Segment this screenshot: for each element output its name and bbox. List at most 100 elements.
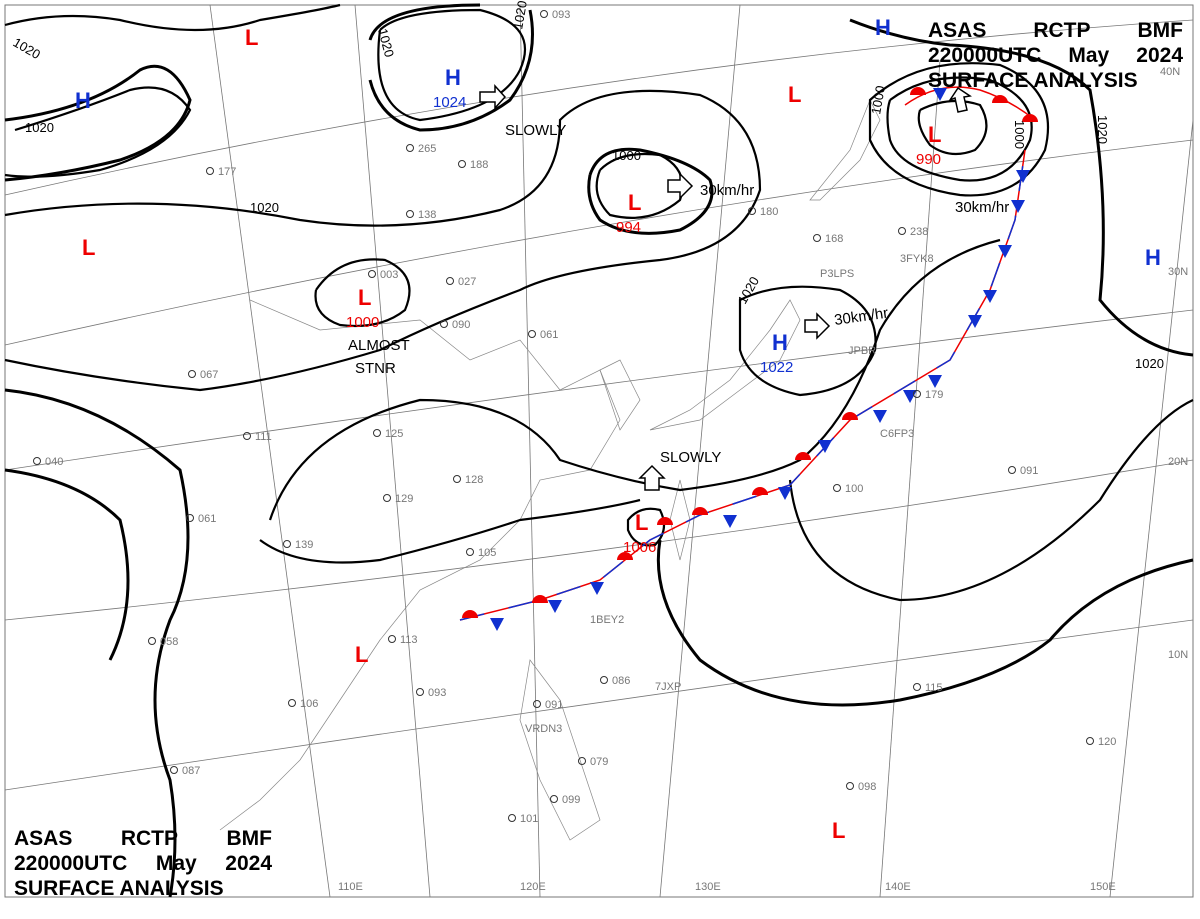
longitude-label: 150E	[1090, 881, 1116, 893]
title-month: May	[155, 852, 197, 875]
center-pressure: 1022	[760, 359, 793, 376]
station-circle-icon	[458, 160, 466, 168]
isobar-label: 1020	[1095, 115, 1110, 144]
isobar-label: 1020	[510, 0, 530, 31]
map-title-top-right: ASAS RCTP BMF 220000UTC May 2024 SURFACE ANA…	[928, 18, 1183, 93]
station-pressure: 138	[418, 209, 436, 221]
center-pressure: 994	[616, 219, 641, 236]
warm-front-semicircle	[692, 507, 708, 515]
cold-front-triangle	[983, 290, 997, 303]
low-center: L	[928, 122, 941, 147]
station-plots: 003 027 090 061 067 040 061 058 111 125 128 129 139 1…	[33, 9, 1116, 825]
isobar-label: 1020	[1135, 356, 1164, 371]
station-pressure: 079	[590, 756, 608, 768]
station-circle-icon	[383, 494, 391, 502]
station-circle-icon	[578, 757, 586, 765]
isobar-label: 1000	[612, 148, 641, 163]
title-station: RCTP	[120, 827, 179, 850]
longitude-label: 140E	[885, 881, 911, 893]
station-circle-icon	[813, 234, 821, 242]
warm-front-semicircle	[910, 87, 926, 95]
station-pressure: 086	[612, 675, 630, 687]
movement-label: 30km/hr	[955, 199, 1009, 216]
title-product: SURFACE ANALYSIS	[928, 69, 1138, 92]
map-title-bottom-left: ASAS RCTP BMF 220000UTC May 2024 SURFACE ANA…	[14, 826, 272, 901]
coastlines	[219, 99, 881, 841]
station-circle-icon	[833, 484, 841, 492]
low-center: L	[358, 285, 371, 310]
station-circle-icon	[446, 277, 454, 285]
movement-label: STNR	[355, 360, 396, 377]
station-pressure: 238	[910, 226, 928, 238]
arrow-icon	[479, 84, 507, 110]
warm-front-semicircle	[795, 452, 811, 460]
station-pressure: 061	[540, 329, 558, 341]
title-agency: ASAS	[928, 19, 987, 42]
station-pressure: 087	[182, 765, 200, 777]
station-pressure: 091	[545, 699, 563, 711]
warm-front-semicircle	[462, 610, 478, 618]
ship-callsign: 7JXP	[655, 681, 681, 693]
station-pressure: 093	[428, 687, 446, 699]
title-station: RCTP	[1033, 19, 1091, 42]
low-center: L	[788, 82, 801, 107]
station-circle-icon	[33, 457, 41, 465]
cold-front-triangle	[873, 410, 887, 423]
station-pressure: 180	[760, 206, 778, 218]
station-pressure: 139	[295, 539, 313, 551]
center-pressure: 1006	[623, 539, 656, 556]
ship-callsign: 3FYK8	[900, 253, 934, 265]
pressure-centers: L H H 1024 L 994 L H L 990 L L 1000 H 1022 H L 1006 L L	[75, 15, 1161, 843]
station-circle-icon	[1086, 737, 1094, 745]
station-circle-icon	[148, 637, 156, 645]
title-time: 220000UTC	[14, 852, 128, 875]
cold-front-triangle	[968, 315, 982, 328]
station-pressure: 091	[1020, 465, 1038, 477]
ship-callsign: P3LPS	[820, 268, 854, 280]
isobar-label: 1020	[250, 200, 279, 215]
warm-front-semicircle	[657, 517, 673, 525]
lat-lon-grid	[4, 4, 1194, 898]
cold-front-triangle	[998, 245, 1012, 258]
station-pressure: 120	[1098, 736, 1116, 748]
latitude-label: 30N	[1168, 266, 1188, 278]
fronts	[459, 86, 1038, 631]
warm-front-semicircle	[992, 95, 1008, 103]
station-circle-icon	[913, 390, 921, 398]
cold-front-triangle	[548, 600, 562, 613]
cold-front-triangle	[1011, 200, 1025, 213]
movement-arrows	[479, 84, 972, 491]
low-center: L	[82, 235, 95, 260]
warm-front-semicircle	[617, 552, 633, 560]
station-circle-icon	[440, 320, 448, 328]
isobar-label: 1020	[25, 120, 54, 135]
longitude-label: 110E	[338, 881, 363, 893]
arrow-icon	[638, 464, 666, 491]
station-pressure: 027	[458, 276, 476, 288]
station-circle-icon	[283, 540, 291, 548]
longitude-label: 120E	[520, 881, 546, 893]
station-pressure: 129	[395, 493, 413, 505]
warm-front-semicircle	[1022, 114, 1038, 122]
station-circle-icon	[416, 688, 424, 696]
center-pressure: 1024	[433, 94, 466, 111]
center-pressure: 990	[916, 151, 941, 168]
station-circle-icon	[913, 683, 921, 691]
center-pressure: 1000	[346, 314, 379, 331]
title-code: BMF	[1137, 19, 1184, 42]
station-pressure: 061	[198, 513, 216, 525]
high-center: H	[875, 15, 891, 40]
isobar-label: 1000	[1012, 120, 1027, 149]
movement-label: ALMOST	[348, 337, 410, 354]
high-center: H	[1145, 245, 1161, 270]
station-circle-icon	[243, 432, 251, 440]
title-month: May	[1068, 44, 1110, 67]
low-center: L	[355, 642, 368, 667]
station-pressure: 177	[218, 166, 236, 178]
station-pressure: 098	[858, 781, 876, 793]
longitude-label: 130E	[695, 881, 721, 893]
isobar-label: 1020	[375, 27, 397, 59]
station-circle-icon	[600, 676, 608, 684]
cold-front-triangle	[818, 440, 832, 453]
high-center: H	[75, 88, 91, 113]
